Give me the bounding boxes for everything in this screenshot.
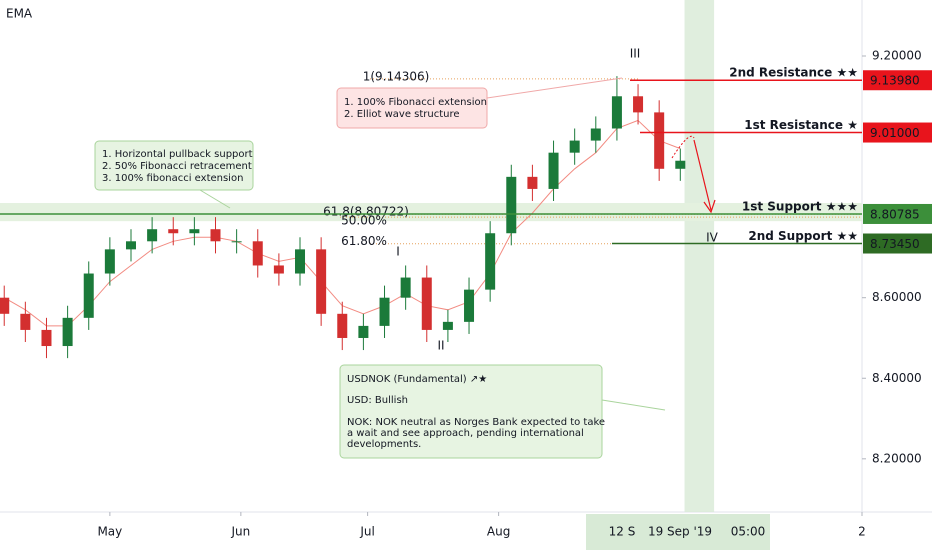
note-text: 2. Elliot wave structure [344, 109, 460, 120]
candle-body [62, 317, 73, 347]
candle-body [548, 152, 559, 189]
note-box [94, 140, 254, 191]
level-price: 8.80785 [870, 207, 920, 221]
projection-arrow [693, 139, 716, 214]
note-text: 3. 100% fibonacci extension [102, 173, 243, 184]
candle-body [252, 241, 263, 266]
y-tick-label: 8.60000 [872, 290, 922, 304]
fib-label: 50.00% [341, 214, 387, 228]
time-label: 12 S [609, 525, 636, 539]
fib-label: 61.8(8.80722) [323, 205, 409, 219]
support-zone [0, 203, 862, 222]
candle-body [273, 265, 284, 274]
candle-body [442, 321, 453, 330]
candle-body [485, 233, 496, 290]
note-text: USD: Bullish [347, 395, 408, 406]
candle-body [295, 249, 306, 274]
note-text: 1. Horizontal pullback support [102, 149, 253, 160]
candle-body [20, 313, 31, 330]
x-tick-label: 2 [858, 525, 866, 539]
note-text: NOK: NOK neutral as Norges Bank expected… [347, 417, 605, 428]
level-price: 9.01000 [870, 126, 920, 140]
wave-label: III [630, 47, 641, 61]
candle-body [0, 297, 10, 314]
candle-body [400, 277, 411, 298]
candle-body [611, 96, 622, 129]
level-name: 2nd Support ★★ [748, 229, 858, 243]
y-tick-label: 8.20000 [872, 451, 922, 465]
note-pointer [486, 77, 623, 99]
note-pointer [601, 399, 666, 411]
fib-label: 61.80% [341, 234, 387, 248]
candle-body [83, 273, 94, 318]
candle-body [506, 176, 517, 234]
candle-body [633, 96, 644, 113]
x-tick-label: Jul [359, 525, 374, 539]
candle-body [231, 241, 242, 243]
candle-body [569, 140, 580, 153]
candle-body [41, 329, 52, 347]
x-tick-label: May [97, 525, 122, 539]
x-tick-label: Jun [230, 525, 250, 539]
note-text: 2. 50% Fibonacci retracement [102, 161, 252, 172]
candle-body [379, 297, 390, 326]
candle-body [104, 249, 115, 274]
level-price: 9.13980 [870, 74, 920, 88]
wave-label: II [437, 339, 444, 353]
candle-body [316, 249, 327, 314]
candle-body [421, 277, 432, 330]
level-price-box [863, 70, 932, 91]
level-price-box [863, 233, 932, 254]
candle-body [527, 176, 538, 189]
candle-body [189, 229, 200, 234]
time-label: 05:00 [731, 525, 766, 539]
projection [671, 135, 695, 159]
candle-body [168, 229, 179, 234]
level-price-box [863, 122, 932, 143]
time-label-bg [586, 514, 770, 550]
y-tick-label: 8.40000 [872, 371, 922, 385]
x-tick-label: Aug [487, 525, 510, 539]
candle-body [654, 112, 665, 169]
level-price: 8.73450 [870, 237, 920, 251]
y-tick-label: 9.20000 [872, 48, 922, 62]
note-box [336, 87, 488, 129]
indicator-label: EMA [6, 7, 33, 21]
time-highlight [684, 0, 715, 512]
candle-body [125, 241, 136, 250]
fib-label: 1(9.14306) [363, 69, 430, 83]
note-text: 1. 100% Fibonacci extension [344, 97, 487, 108]
wave-label: IV [706, 231, 719, 245]
level-name: 2nd Resistance ★★ [729, 66, 858, 80]
candle-body [210, 229, 221, 242]
note-pointer [199, 189, 231, 209]
candle-body [464, 289, 475, 322]
level-name: 1st Support ★★★ [742, 199, 858, 213]
level-name: 1st Resistance ★ [744, 118, 858, 132]
note-text: a wait and see approach, pending interna… [347, 428, 584, 439]
level-price-box [863, 203, 932, 224]
note-box [339, 364, 603, 459]
note-text: developments. [347, 439, 421, 450]
candle-body [337, 313, 348, 338]
time-label: 19 Sep '19 [648, 525, 712, 539]
candle-body [147, 229, 158, 242]
candle-body [675, 160, 686, 169]
candle-body [590, 128, 601, 141]
note-text: USDNOK (Fundamental) ↗★ [347, 374, 487, 385]
candle-body [358, 325, 369, 338]
wave-label: I [396, 245, 400, 259]
